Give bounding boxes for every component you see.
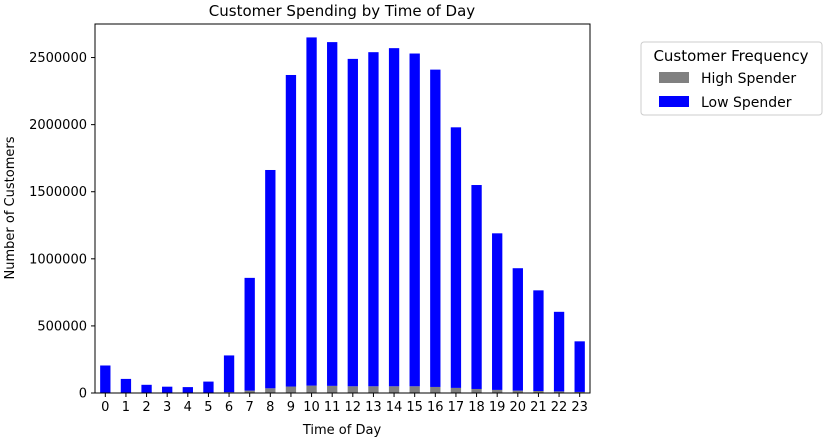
bar-high-spender-16 (430, 387, 440, 393)
x-tick-label: 6 (225, 400, 233, 415)
x-tick-label: 9 (287, 400, 295, 415)
x-tick-label: 20 (510, 400, 527, 415)
x-tick-label: 5 (204, 400, 212, 415)
legend-title: Customer Frequency (653, 47, 808, 65)
bar-high-spender-18 (471, 389, 481, 393)
x-tick-label: 8 (266, 400, 274, 415)
bar-low-spender-1 (121, 379, 131, 393)
x-tick-label: 11 (324, 400, 341, 415)
bar-low-spender-10 (306, 37, 316, 385)
x-tick-label: 17 (448, 400, 465, 415)
y-tick-label: 1500000 (29, 185, 87, 200)
y-tick-label: 2000000 (29, 118, 87, 133)
bar-low-spender-13 (368, 52, 378, 386)
y-tick-label: 0 (79, 387, 87, 402)
x-tick-label: 19 (489, 400, 506, 415)
bar-low-spender-8 (265, 170, 275, 388)
bars-group (100, 37, 585, 393)
x-tick-label: 10 (303, 400, 320, 415)
x-tick-label: 14 (386, 400, 403, 415)
y-axis-ticks: 0 500000 1000000 1500000 2000000 2500000 (29, 51, 95, 401)
x-tick-label: 18 (468, 400, 485, 415)
x-tick-label: 23 (571, 400, 588, 415)
bar-high-spender-10 (306, 386, 316, 393)
x-tick-label: 7 (246, 400, 254, 415)
bar-low-spender-11 (327, 42, 337, 386)
x-tick-label: 16 (427, 400, 444, 415)
bar-high-spender-8 (265, 388, 275, 393)
bar-low-spender-21 (533, 290, 543, 391)
bar-low-spender-22 (554, 312, 564, 392)
bar-high-spender-14 (389, 386, 399, 393)
bar-low-spender-9 (286, 75, 296, 387)
x-tick-label: 2 (142, 400, 150, 415)
x-tick-label: 22 (551, 400, 568, 415)
bar-low-spender-4 (183, 387, 193, 393)
bar-low-spender-2 (141, 385, 151, 393)
bar-high-spender-15 (410, 386, 420, 393)
legend-label-high-spender: High Spender (701, 71, 796, 87)
bar-high-spender-11 (327, 386, 337, 393)
x-tick-label: 12 (345, 400, 362, 415)
bar-high-spender-12 (348, 386, 358, 393)
bar-low-spender-6 (224, 355, 234, 392)
bar-low-spender-18 (471, 185, 481, 389)
bar-low-spender-17 (451, 127, 461, 388)
bar-low-spender-14 (389, 48, 399, 386)
x-tick-label: 1 (122, 400, 130, 415)
y-axis-title: Number of Customers (3, 136, 18, 279)
bar-low-spender-19 (492, 233, 502, 390)
x-tick-label: 4 (184, 400, 192, 415)
y-tick-label: 1000000 (29, 252, 87, 267)
bar-high-spender-9 (286, 387, 296, 393)
bar-low-spender-16 (430, 70, 440, 387)
y-tick-label: 500000 (37, 319, 87, 334)
x-tick-label: 21 (530, 400, 547, 415)
bar-low-spender-5 (203, 382, 213, 393)
bar-high-spender-13 (368, 386, 378, 393)
bar-low-spender-0 (100, 365, 110, 392)
x-tick-label: 3 (163, 400, 171, 415)
x-tick-label: 15 (406, 400, 423, 415)
chart-title: Customer Spending by Time of Day (209, 2, 476, 20)
y-tick-label: 2500000 (29, 51, 87, 66)
bar-low-spender-12 (348, 59, 358, 386)
legend-swatch-high-spender (659, 72, 689, 83)
x-axis-title: Time of Day (302, 423, 382, 438)
bar-low-spender-15 (410, 54, 420, 387)
legend-label-low-spender: Low Spender (701, 95, 792, 111)
x-tick-label: 13 (365, 400, 382, 415)
legend: Customer Frequency High Spender Low Spen… (641, 42, 822, 115)
x-tick-label: 0 (101, 400, 109, 415)
bar-low-spender-20 (513, 268, 523, 390)
legend-swatch-low-spender (659, 96, 689, 107)
bar-low-spender-3 (162, 387, 172, 393)
bar-high-spender-17 (451, 388, 461, 393)
bar-low-spender-23 (575, 341, 585, 392)
bar-low-spender-7 (245, 278, 255, 391)
